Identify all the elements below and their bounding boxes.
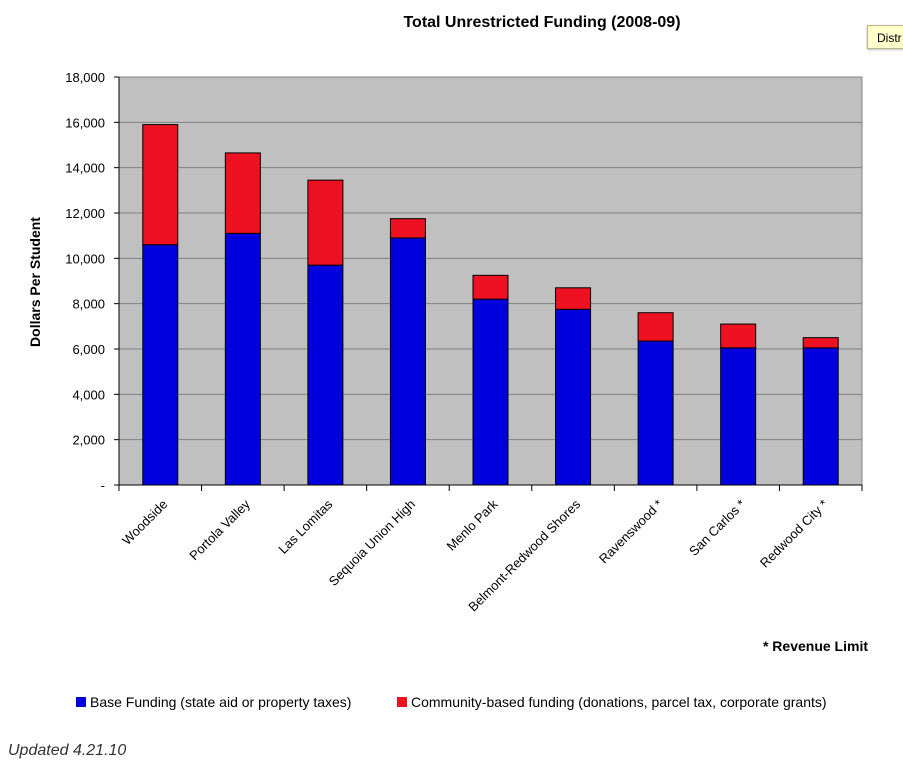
- x-tick-label: Sequoia Union High: [326, 497, 418, 589]
- x-tick-label: Portola Valley: [186, 496, 253, 563]
- y-tick-label: 14,000: [65, 161, 105, 176]
- tooltip: Distr: [867, 25, 903, 49]
- y-tick-label: 16,000: [65, 115, 105, 130]
- x-tick-label: Woodside: [119, 497, 170, 548]
- bars: [142, 124, 839, 486]
- y-axis-label: Dollars Per Student: [27, 217, 43, 347]
- legend-label-base: Base Funding (state aid or property taxe…: [90, 694, 351, 710]
- y-tick-label: 2,000: [72, 433, 105, 448]
- y-tick-label: 12,000: [65, 206, 105, 221]
- bar-base-funding: [389, 237, 426, 486]
- bar-base-funding: [720, 347, 757, 486]
- bar-community-funding: [142, 124, 179, 246]
- y-tick-label: 8,000: [72, 297, 105, 312]
- bar-community-funding: [389, 218, 426, 239]
- bar-base-funding: [472, 298, 509, 486]
- legend-swatch-community: [397, 697, 407, 707]
- legend-swatch-base: [76, 697, 86, 707]
- bar-base-funding: [802, 347, 839, 486]
- y-tick-label: 6,000: [72, 342, 105, 357]
- x-tick-label: Redwood City *: [757, 497, 831, 571]
- x-axis: Woodside Portola Valley Las LomitasSequoia…: [118, 484, 863, 614]
- bar-community-funding: [802, 337, 839, 349]
- bar-base-funding: [224, 232, 261, 486]
- y-tick-label: 18,000: [65, 70, 105, 85]
- x-tick-label: San Carlos *: [686, 497, 748, 559]
- updated-note: Updated 4.21.10: [8, 742, 127, 759]
- legend-label-community: Community-based funding (donations, parc…: [411, 694, 827, 710]
- bar-community-funding: [555, 287, 592, 310]
- bar-community-funding: [472, 274, 509, 300]
- bar-base-funding: [555, 308, 592, 486]
- x-tick-label: Ravenswood *: [596, 497, 666, 567]
- chart-title: Total Unrestricted Funding (2008-09): [403, 14, 680, 31]
- revenue-limit-note: * Revenue Limit: [763, 638, 868, 654]
- bar-community-funding: [720, 323, 757, 349]
- y-axis: - 2,000 4,000 6,000 8,000 10,000 12,000 14,000 1…: [65, 70, 120, 493]
- legend: Base Funding (state aid or property taxe…: [76, 694, 827, 710]
- x-tick-label: Menlo Park: [444, 496, 501, 553]
- bar-community-funding: [637, 312, 674, 342]
- bar-base-funding: [142, 244, 179, 486]
- y-tick-label: 4,000: [72, 387, 105, 402]
- bar-community-funding: [307, 179, 344, 266]
- y-tick-label: 10,000: [65, 251, 105, 266]
- y-tick-label: -: [101, 478, 105, 493]
- bar-base-funding: [307, 264, 344, 486]
- bar-base-funding: [637, 340, 674, 486]
- bar-community-funding: [224, 152, 261, 234]
- x-tick-label: Las Lomitas: [275, 496, 336, 557]
